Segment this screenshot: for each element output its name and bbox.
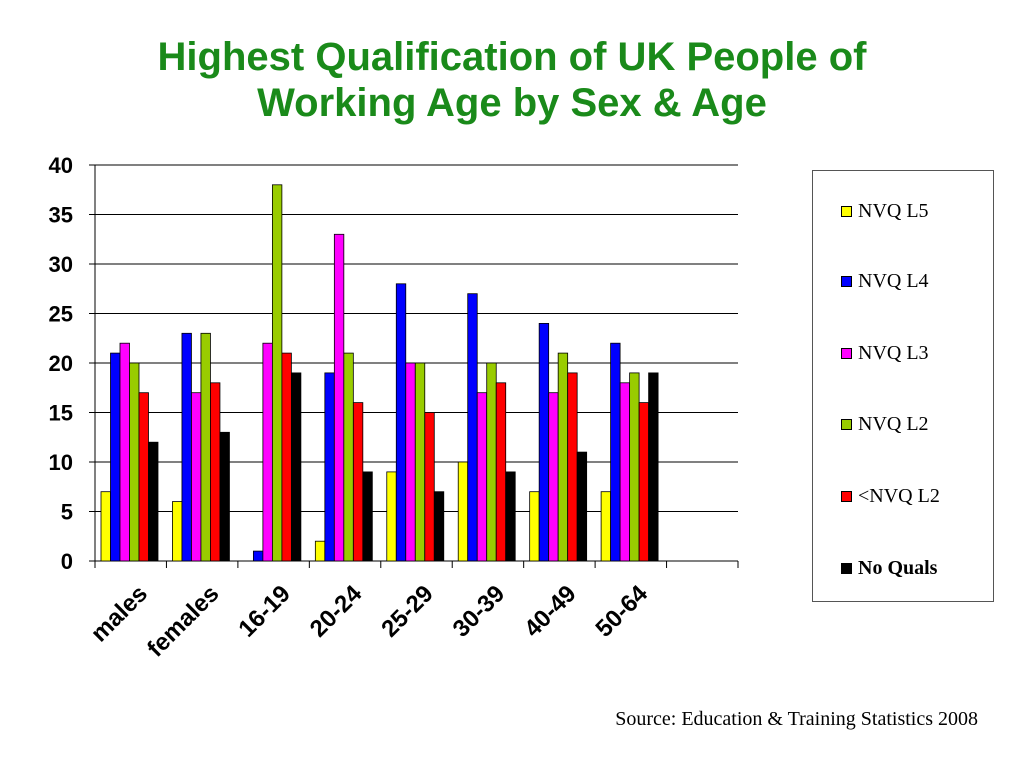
y-tick-label: 15 bbox=[49, 401, 73, 426]
x-tick-label: females bbox=[142, 580, 224, 662]
bar bbox=[424, 412, 435, 562]
legend-item: <NVQ L2 bbox=[841, 484, 940, 508]
legend-swatch bbox=[841, 562, 852, 574]
bar bbox=[181, 332, 192, 562]
x-tick-label: 16-19 bbox=[233, 580, 296, 643]
bar bbox=[600, 491, 612, 562]
bar bbox=[219, 431, 230, 562]
source-note: Source: Education & Training Statistics … bbox=[615, 708, 978, 730]
bar bbox=[119, 342, 130, 562]
bar bbox=[343, 352, 354, 562]
bar bbox=[576, 451, 588, 562]
legend-item: NVQ L2 bbox=[841, 412, 929, 436]
legend-item: NVQ L5 bbox=[841, 199, 929, 223]
bar bbox=[629, 372, 640, 562]
bar bbox=[476, 392, 488, 562]
x-tick-label: males bbox=[86, 580, 153, 647]
bar bbox=[548, 392, 559, 562]
bar bbox=[314, 540, 326, 562]
bar bbox=[610, 342, 621, 562]
bar bbox=[495, 382, 507, 562]
bar bbox=[290, 372, 302, 562]
chart-title: Highest Qualification of UK People of Wo… bbox=[0, 34, 1024, 126]
bar bbox=[467, 293, 478, 562]
x-tick-label: 30-39 bbox=[448, 580, 511, 643]
bar bbox=[324, 372, 335, 562]
bar bbox=[638, 402, 650, 562]
legend-swatch bbox=[841, 490, 852, 502]
bar bbox=[567, 372, 578, 562]
legend-label: NVQ L3 bbox=[858, 341, 929, 364]
legend-item: NVQ L4 bbox=[841, 269, 929, 293]
y-tick-label: 25 bbox=[49, 302, 73, 327]
chart-title-line-2: Working Age by Sex & Age bbox=[257, 81, 767, 125]
bar bbox=[433, 491, 445, 562]
bar bbox=[529, 491, 540, 562]
legend-label: NVQ L2 bbox=[858, 412, 929, 435]
y-tick-label: 20 bbox=[49, 351, 73, 376]
bar bbox=[505, 471, 516, 562]
chart-title-line-1: Highest Qualification of UK People of bbox=[157, 35, 867, 79]
legend-item: NVQ L3 bbox=[841, 341, 929, 365]
bar bbox=[281, 352, 292, 562]
bar bbox=[557, 352, 569, 562]
bar bbox=[271, 184, 283, 562]
bar bbox=[362, 471, 373, 562]
y-tick-label: 35 bbox=[49, 203, 73, 228]
legend-label: NVQ L5 bbox=[858, 199, 929, 222]
bar bbox=[148, 441, 159, 562]
bar bbox=[405, 362, 416, 562]
bar bbox=[352, 402, 364, 562]
legend-item: No Quals bbox=[841, 556, 937, 580]
bar bbox=[333, 233, 345, 562]
chart-legend: NVQ L5 NVQ L4 NVQ L3 NVQ L2 <NVQ L2 No Quals bbox=[812, 170, 994, 602]
x-tick-label: 50-64 bbox=[591, 580, 654, 643]
bar bbox=[138, 392, 149, 562]
bar bbox=[100, 491, 111, 562]
bar bbox=[210, 382, 221, 562]
y-tick-label: 30 bbox=[49, 252, 73, 277]
legend-label: No Quals bbox=[858, 556, 938, 579]
bar bbox=[262, 342, 273, 562]
bar bbox=[457, 461, 469, 562]
legend-swatch bbox=[841, 275, 852, 287]
legend-label: NVQ L4 bbox=[858, 269, 929, 292]
legend-swatch bbox=[841, 418, 852, 430]
y-tick-label: 0 bbox=[61, 549, 73, 574]
bar bbox=[200, 332, 211, 562]
legend-swatch bbox=[841, 205, 852, 217]
legend-swatch bbox=[841, 347, 852, 359]
bar bbox=[648, 372, 659, 562]
bar bbox=[414, 362, 426, 562]
x-tick-label: 40-49 bbox=[519, 580, 582, 643]
bar bbox=[395, 283, 407, 562]
y-tick-label: 10 bbox=[49, 450, 73, 475]
x-tick-label: 25-29 bbox=[376, 580, 439, 643]
bar bbox=[191, 392, 202, 562]
bar bbox=[172, 501, 183, 562]
y-tick-label: 40 bbox=[49, 153, 73, 178]
x-tick-label: 20-24 bbox=[305, 580, 368, 643]
y-tick-label: 5 bbox=[61, 500, 73, 525]
bar bbox=[386, 471, 397, 562]
bar bbox=[110, 352, 121, 562]
bar bbox=[619, 382, 631, 562]
bar bbox=[486, 362, 497, 562]
legend-label: <NVQ L2 bbox=[858, 484, 940, 507]
bar bbox=[129, 362, 140, 562]
bar bbox=[538, 322, 550, 562]
bar bbox=[252, 550, 264, 562]
